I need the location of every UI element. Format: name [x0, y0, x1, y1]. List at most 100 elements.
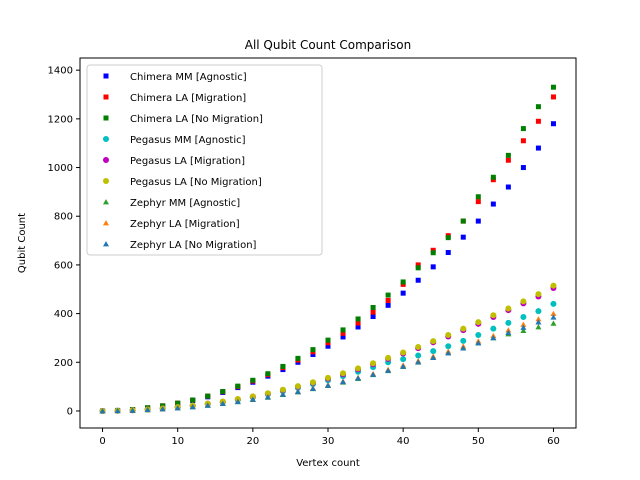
data-point: [550, 320, 557, 326]
data-point: [415, 352, 422, 359]
data-point: [535, 145, 541, 151]
y-tick-label: 800: [54, 212, 73, 223]
data-point: [550, 300, 557, 307]
data-point: [340, 330, 346, 336]
data-point: [535, 104, 541, 110]
data-point: [264, 394, 271, 400]
legend: Chimera MM [Agnostic] Chimera LA [Migrati…: [86, 64, 323, 256]
data-point: [99, 408, 106, 414]
legend-label: Zephyr LA [Migration]: [130, 219, 240, 230]
data-point: [400, 290, 406, 296]
data-point: [505, 305, 512, 312]
data-point: [445, 249, 451, 255]
legend-label: Pegasus LA [No Migration]: [130, 177, 262, 188]
y-tick-label: 1000: [48, 163, 73, 174]
data-point: [385, 367, 392, 373]
data-point: [370, 360, 377, 367]
x-tick-label: 10: [171, 436, 184, 447]
y-tick-label: 600: [54, 260, 73, 271]
data-point: [535, 118, 541, 124]
data-point: [550, 121, 556, 127]
data-point: [430, 250, 436, 256]
data-point: [430, 348, 437, 355]
y-tick-label: 200: [54, 358, 73, 369]
data-point: [175, 400, 181, 406]
data-point: [460, 234, 466, 240]
data-point: [325, 337, 331, 343]
legend-marker: [103, 157, 109, 163]
y-tick-label: 400: [54, 309, 73, 320]
legend-marker: [103, 115, 109, 121]
data-point: [535, 291, 542, 298]
data-point: [460, 337, 467, 344]
data-point: [535, 308, 542, 315]
data-point: [370, 371, 377, 377]
data-point: [325, 374, 331, 381]
data-point: [475, 199, 481, 205]
data-point: [400, 356, 407, 363]
data-point: [475, 194, 481, 200]
x-tick-label: 30: [322, 436, 335, 447]
data-point: [520, 324, 527, 330]
data-point: [490, 312, 497, 319]
series-7: [99, 310, 557, 414]
legend-marker: [103, 178, 109, 184]
legend-label: Chimera LA [Migration]: [130, 93, 246, 104]
data-point: [159, 406, 166, 412]
data-point: [235, 383, 241, 389]
series-3: [99, 300, 557, 414]
data-point: [400, 349, 407, 356]
data-point: [430, 354, 437, 361]
data-point: [250, 377, 256, 383]
x-tick-label: 40: [397, 436, 410, 447]
data-point: [520, 321, 527, 327]
data-point: [265, 371, 271, 377]
data-point: [505, 319, 512, 326]
data-point: [340, 334, 346, 340]
data-point: [279, 391, 286, 397]
data-point: [355, 324, 361, 330]
data-point: [370, 314, 376, 320]
data-point: [550, 314, 557, 320]
series-8: [99, 314, 557, 414]
data-point: [535, 316, 542, 322]
data-point: [550, 94, 556, 100]
data-point: [505, 329, 512, 335]
data-point: [385, 292, 391, 298]
data-point: [385, 302, 391, 308]
data-point: [505, 157, 511, 163]
data-point: [144, 406, 151, 413]
data-point: [415, 265, 421, 271]
data-point: [535, 319, 542, 325]
data-point: [340, 370, 347, 377]
x-tick-label: 20: [246, 436, 259, 447]
data-point: [445, 350, 452, 356]
data-point: [475, 218, 481, 224]
data-point: [460, 345, 467, 351]
x-axis: 0 10 20 30 40 50 60: [99, 428, 560, 447]
data-point: [310, 347, 316, 353]
data-point: [309, 379, 316, 386]
data-point: [550, 310, 557, 316]
series-6: [99, 320, 557, 414]
data-point: [475, 340, 482, 346]
data-point: [294, 388, 301, 395]
data-point: [415, 262, 421, 268]
data-point: [505, 184, 511, 190]
data-point: [385, 297, 391, 303]
y-axis-label: Qubit Count: [17, 213, 28, 273]
y-tick-label: 1200: [48, 114, 73, 125]
legend-label: Chimera LA [No Migration]: [130, 114, 263, 125]
data-point: [355, 365, 362, 372]
data-point: [309, 385, 316, 391]
data-point: [310, 351, 316, 357]
data-point: [219, 400, 226, 407]
chart-title: All Qubit Count Comparison: [245, 38, 412, 52]
data-point: [520, 126, 526, 132]
data-point: [174, 405, 181, 411]
data-point: [114, 407, 121, 414]
data-point: [520, 165, 526, 171]
data-point: [325, 343, 331, 349]
legend-marker: [103, 136, 109, 142]
data-point: [355, 316, 361, 322]
